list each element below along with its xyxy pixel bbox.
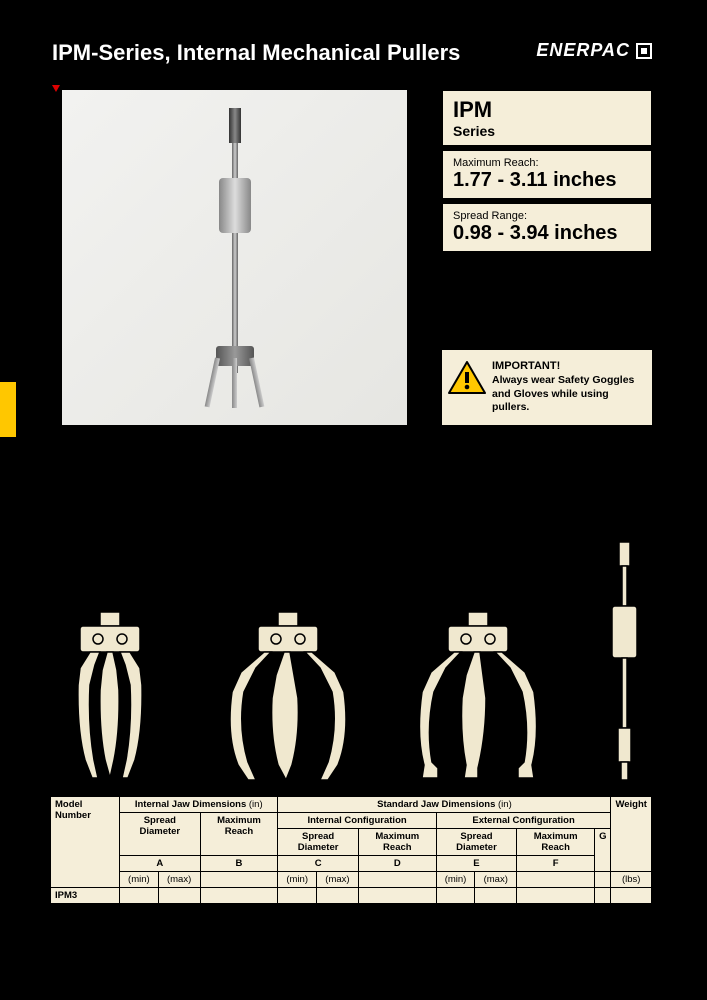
th-lbs: (lbs) bbox=[611, 872, 652, 888]
th-spread-diameter-3: Spread Diameter bbox=[436, 829, 516, 856]
th-model: Model Number bbox=[51, 797, 120, 888]
puller-photo bbox=[175, 108, 295, 408]
spec-label: Spread Range: bbox=[453, 210, 641, 222]
th-max: (max) bbox=[316, 872, 358, 888]
brand-logo: ENERPAC bbox=[536, 40, 652, 61]
th-weight: Weight bbox=[611, 797, 652, 872]
brand-icon bbox=[636, 43, 652, 59]
th-min: (min) bbox=[278, 872, 317, 888]
th-max-reach-2: Maximum Reach bbox=[358, 829, 436, 856]
th-e: E bbox=[436, 856, 516, 872]
row-model: IPM3 bbox=[51, 888, 120, 904]
important-text: Always wear Safety Goggles and Gloves wh… bbox=[492, 374, 640, 415]
th-external-config: External Configuration bbox=[436, 813, 611, 829]
spec-box-spread: Spread Range: 0.98 - 3.94 inches bbox=[442, 203, 652, 252]
technical-diagrams bbox=[50, 540, 652, 785]
yellow-side-tab bbox=[0, 382, 16, 437]
spec-value: 0.98 - 3.94 inches bbox=[453, 222, 641, 245]
diagram-internal-narrow bbox=[50, 610, 170, 785]
product-photo bbox=[62, 90, 407, 425]
series-box: IPM Series bbox=[442, 90, 652, 146]
th-max: (max) bbox=[475, 872, 517, 888]
th-b: B bbox=[200, 856, 278, 872]
th-c: C bbox=[278, 856, 358, 872]
page-title: IPM-Series, Internal Mechanical Pullers bbox=[52, 40, 460, 66]
th-max-reach-3: Maximum Reach bbox=[517, 829, 595, 856]
info-boxes: IPM Series Maximum Reach: 1.77 - 3.11 in… bbox=[442, 90, 652, 256]
th-min: (min) bbox=[436, 872, 475, 888]
th-internal-config: Internal Configuration bbox=[278, 813, 436, 829]
spec-box-reach: Maximum Reach: 1.77 - 3.11 inches bbox=[442, 150, 652, 199]
th-d: D bbox=[358, 856, 436, 872]
th-f: F bbox=[517, 856, 595, 872]
warning-icon bbox=[447, 360, 487, 396]
th-spread-diameter-2: Spread Diameter bbox=[278, 829, 358, 856]
spec-table: Model Number Internal Jaw Dimensions (in… bbox=[50, 796, 652, 904]
important-title: IMPORTANT! bbox=[492, 360, 640, 372]
red-triangle-icon bbox=[52, 85, 60, 92]
th-min: (min) bbox=[120, 872, 159, 888]
spec-label: Maximum Reach: bbox=[453, 157, 641, 169]
brand-text: ENERPAC bbox=[536, 40, 630, 61]
diagram-slide-hammer bbox=[597, 540, 652, 785]
th-a: A bbox=[120, 856, 200, 872]
th-max: (max) bbox=[158, 872, 200, 888]
th-max-reach: Maximum Reach bbox=[200, 813, 278, 856]
th-g: G bbox=[595, 829, 611, 872]
th-standard-jaw: Standard Jaw Dimensions (in) bbox=[278, 797, 611, 813]
series-name: IPM bbox=[453, 97, 641, 123]
diagram-internal-wide bbox=[216, 610, 361, 785]
th-internal-jaw: Internal Jaw Dimensions (in) bbox=[120, 797, 278, 813]
th-spread-diameter: Spread Diameter bbox=[120, 813, 200, 856]
diagram-external bbox=[406, 610, 551, 785]
important-box: IMPORTANT! Always wear Safety Goggles an… bbox=[442, 350, 652, 425]
series-label: Series bbox=[453, 123, 641, 139]
spec-value: 1.77 - 3.11 inches bbox=[453, 169, 641, 192]
